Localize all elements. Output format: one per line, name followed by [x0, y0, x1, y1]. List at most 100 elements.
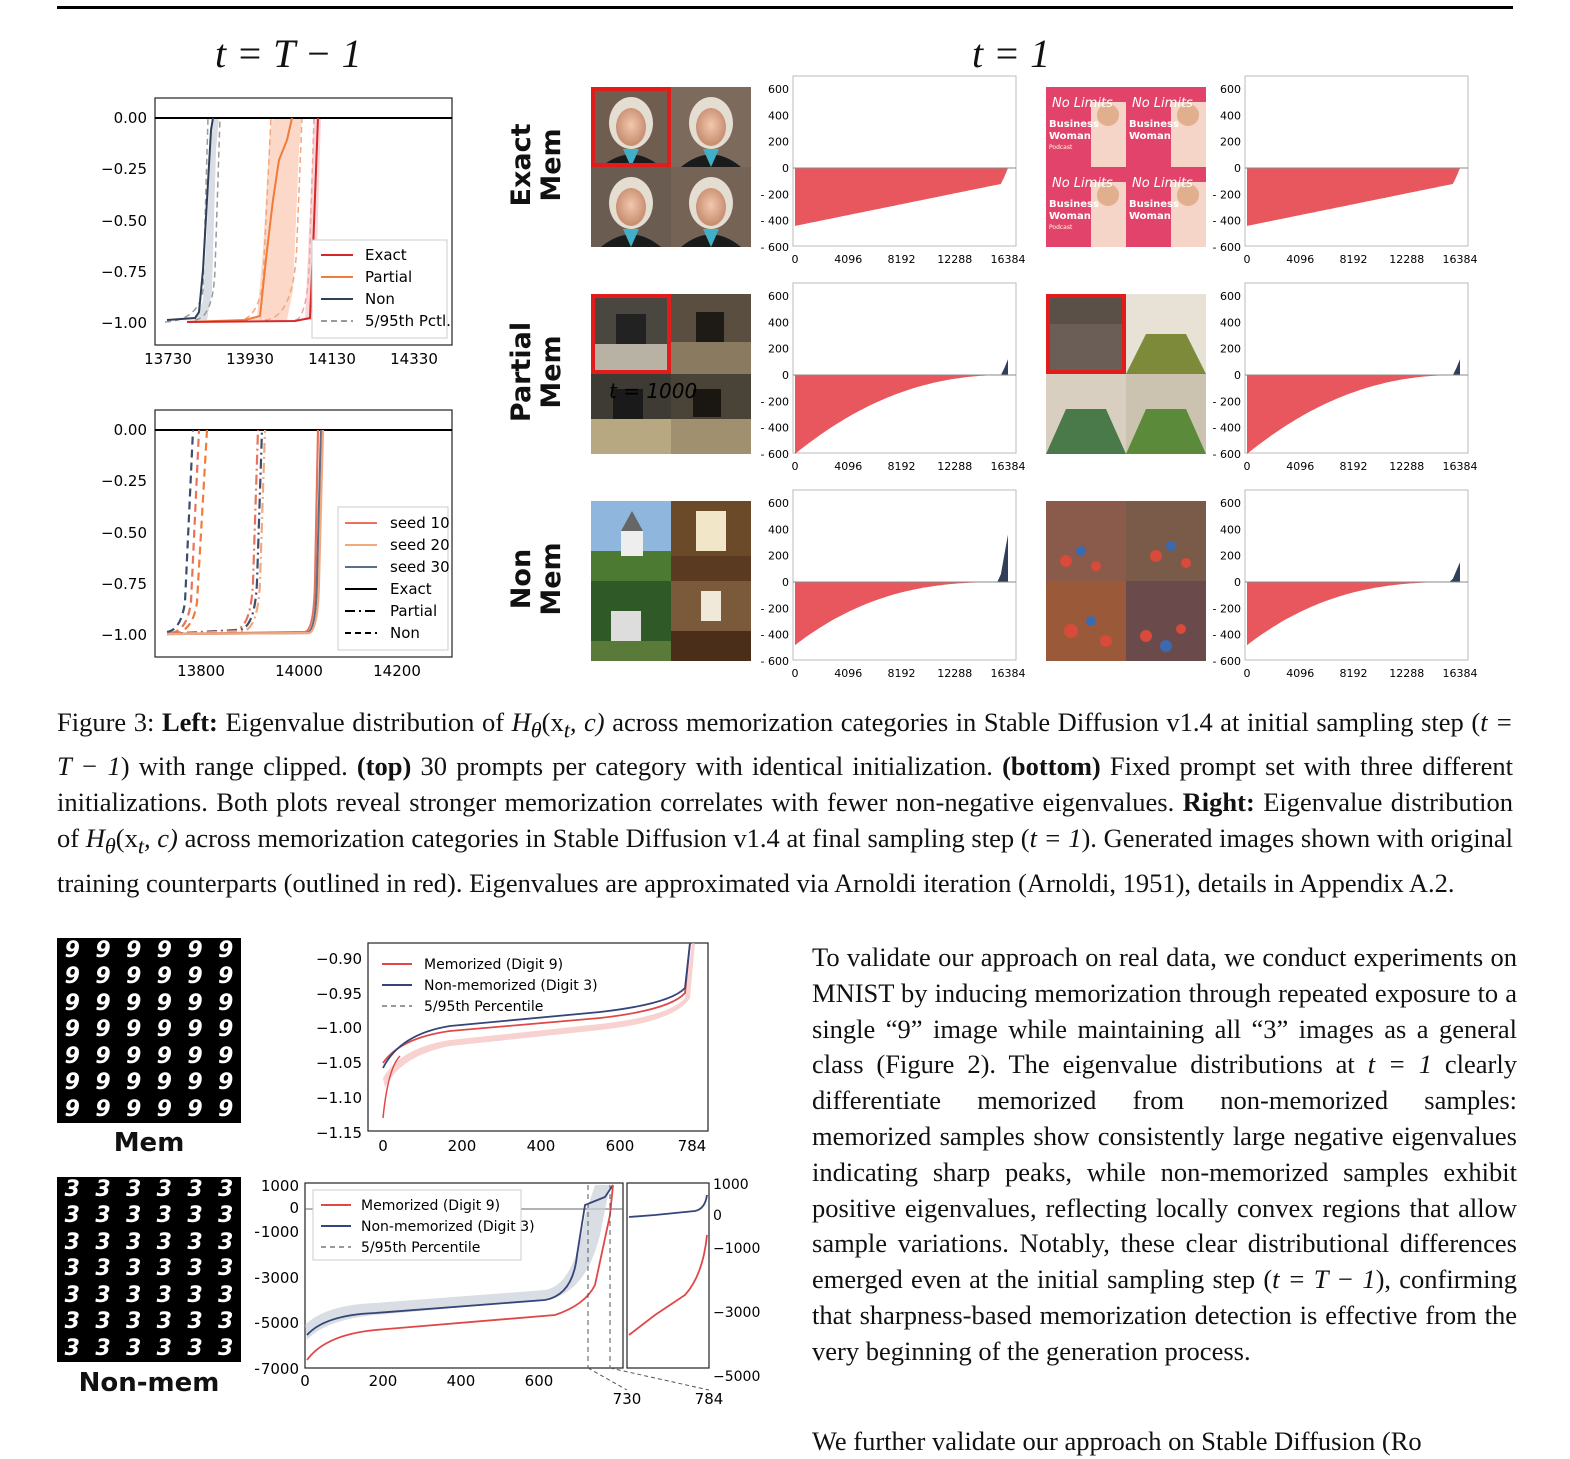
x-tick: 784: [695, 1390, 724, 1408]
eigenvalue-negative-area: [1247, 375, 1460, 454]
mnist-digit: 3: [64, 1335, 80, 1361]
x-tick: 13930: [226, 350, 274, 368]
y-tick: 600: [768, 83, 789, 96]
y-tick: 0.00: [114, 421, 147, 439]
x-tick: 14000: [275, 662, 323, 680]
mnist-digit: 9: [126, 964, 142, 990]
x-tick: 400: [527, 1137, 556, 1155]
y-tick: 0: [1234, 369, 1241, 382]
mnist-digit: 3: [126, 1203, 142, 1229]
legend-label: Exact: [365, 246, 407, 264]
mnist-digit: 3: [126, 1282, 142, 1308]
exact-mem-portrait-grid: [591, 87, 751, 247]
mnist-digit: 9: [156, 990, 172, 1016]
x-tick: 16384: [991, 667, 1026, 680]
x-tick: 16384: [1443, 253, 1478, 266]
mnist-digit: 9: [64, 1096, 80, 1122]
y-tick: −0.75: [101, 575, 147, 593]
x-tick: 0: [300, 1372, 310, 1390]
mnist-digit: 3: [218, 1335, 234, 1361]
y-tick: - 400: [761, 629, 789, 642]
mnist-digit: 3: [156, 1229, 172, 1255]
x-tick: 4096: [1286, 460, 1314, 473]
svg-text:Business: Business: [1049, 199, 1099, 210]
header-rule: [57, 6, 1513, 9]
x-tick: 12288: [937, 253, 972, 266]
mnist-digit: 3: [64, 1309, 80, 1335]
legend-label: Partial: [390, 602, 437, 620]
eigenvalue-positive-area: [795, 534, 1008, 582]
row-label-non: Non Mem: [506, 542, 567, 616]
left-bottom-chart: 0.00 −0.25 −0.50 −0.75 −1.00 13800 14000…: [101, 409, 453, 680]
mnist-digit: 3: [64, 1177, 80, 1202]
x-tick: 8192: [1340, 253, 1368, 266]
mnist-digit: 3: [156, 1256, 172, 1282]
mnist-digit: 9: [218, 990, 234, 1016]
x-tick: 8192: [1340, 460, 1368, 473]
y-tick: 1000: [713, 1177, 749, 1193]
y-tick: - 600: [761, 241, 789, 254]
y-tick: 200: [768, 136, 789, 149]
mnist-digit: 9: [156, 964, 172, 990]
mnist-digit: 3: [187, 1309, 203, 1335]
y-tick: - 400: [1213, 629, 1241, 642]
partial-mem-room-grid: t = 1000: [591, 294, 751, 454]
y-tick: 200: [768, 343, 789, 356]
y-tick: - 600: [761, 448, 789, 461]
legend-label: seed 20: [390, 536, 450, 554]
y-tick: 200: [1220, 343, 1241, 356]
x-tick: 600: [606, 1137, 635, 1155]
x-tick: 12288: [937, 460, 972, 473]
mnist-digit: 3: [218, 1177, 234, 1202]
mnist-digit: 3: [156, 1335, 172, 1361]
y-tick: 400: [768, 109, 789, 122]
mnist-digit: 3: [126, 1256, 142, 1282]
row-label-partial: Partial Mem: [506, 321, 567, 423]
x-tick: 400: [447, 1372, 476, 1390]
mnist-digit: 3: [64, 1282, 80, 1308]
mnist-digit: 9: [187, 990, 203, 1016]
mnist-digit: 3: [95, 1256, 111, 1282]
x-tick: 14200: [373, 662, 421, 680]
mnist-digit: 3: [218, 1203, 234, 1229]
x-tick: 14330: [390, 350, 438, 368]
mnist-digit: 3: [95, 1203, 111, 1229]
y-tick: −1000: [713, 1241, 760, 1257]
y-tick: 400: [1220, 109, 1241, 122]
eigenvalue-negative-area: [1247, 168, 1460, 226]
mnist-digit: 9: [187, 1043, 203, 1069]
eigenvalue-positive-area: [1247, 359, 1460, 375]
eigenvalue-negative-area: [795, 168, 1008, 226]
eigenvalue-positive-area: [1247, 562, 1460, 582]
legend-label: 5/95th Percentile: [424, 999, 543, 1015]
y-tick: −1.00: [316, 1019, 362, 1037]
mnist-digit: 3: [218, 1229, 234, 1255]
mnist-digit: 9: [187, 964, 203, 990]
x-tick: 4096: [1286, 253, 1314, 266]
mnist-digit: 9: [156, 1043, 172, 1069]
y-tick: - 600: [1213, 241, 1241, 254]
mnist-digit: 9: [95, 1096, 111, 1122]
y-tick: 600: [1220, 497, 1241, 510]
y-tick: 200: [1220, 550, 1241, 563]
mnist-digit: 3: [64, 1203, 80, 1229]
mnist-digit: 3: [156, 1203, 172, 1229]
x-tick: 0: [1244, 253, 1251, 266]
mnist-digit: 9: [156, 938, 172, 963]
y-tick: - 600: [1213, 655, 1241, 668]
mnist-digit: 9: [64, 1043, 80, 1069]
mnist-digit: 3: [95, 1282, 111, 1308]
y-tick: −0.90: [316, 950, 362, 968]
mnist-digit: 9: [218, 1070, 234, 1096]
legend-label: Non-memorized (Digit 3): [361, 1219, 535, 1235]
y-tick: −0.25: [101, 472, 147, 490]
y-tick: - 600: [1213, 448, 1241, 461]
y-tick: 0: [713, 1208, 722, 1224]
x-tick: 12288: [937, 667, 972, 680]
y-tick: - 200: [761, 188, 789, 201]
